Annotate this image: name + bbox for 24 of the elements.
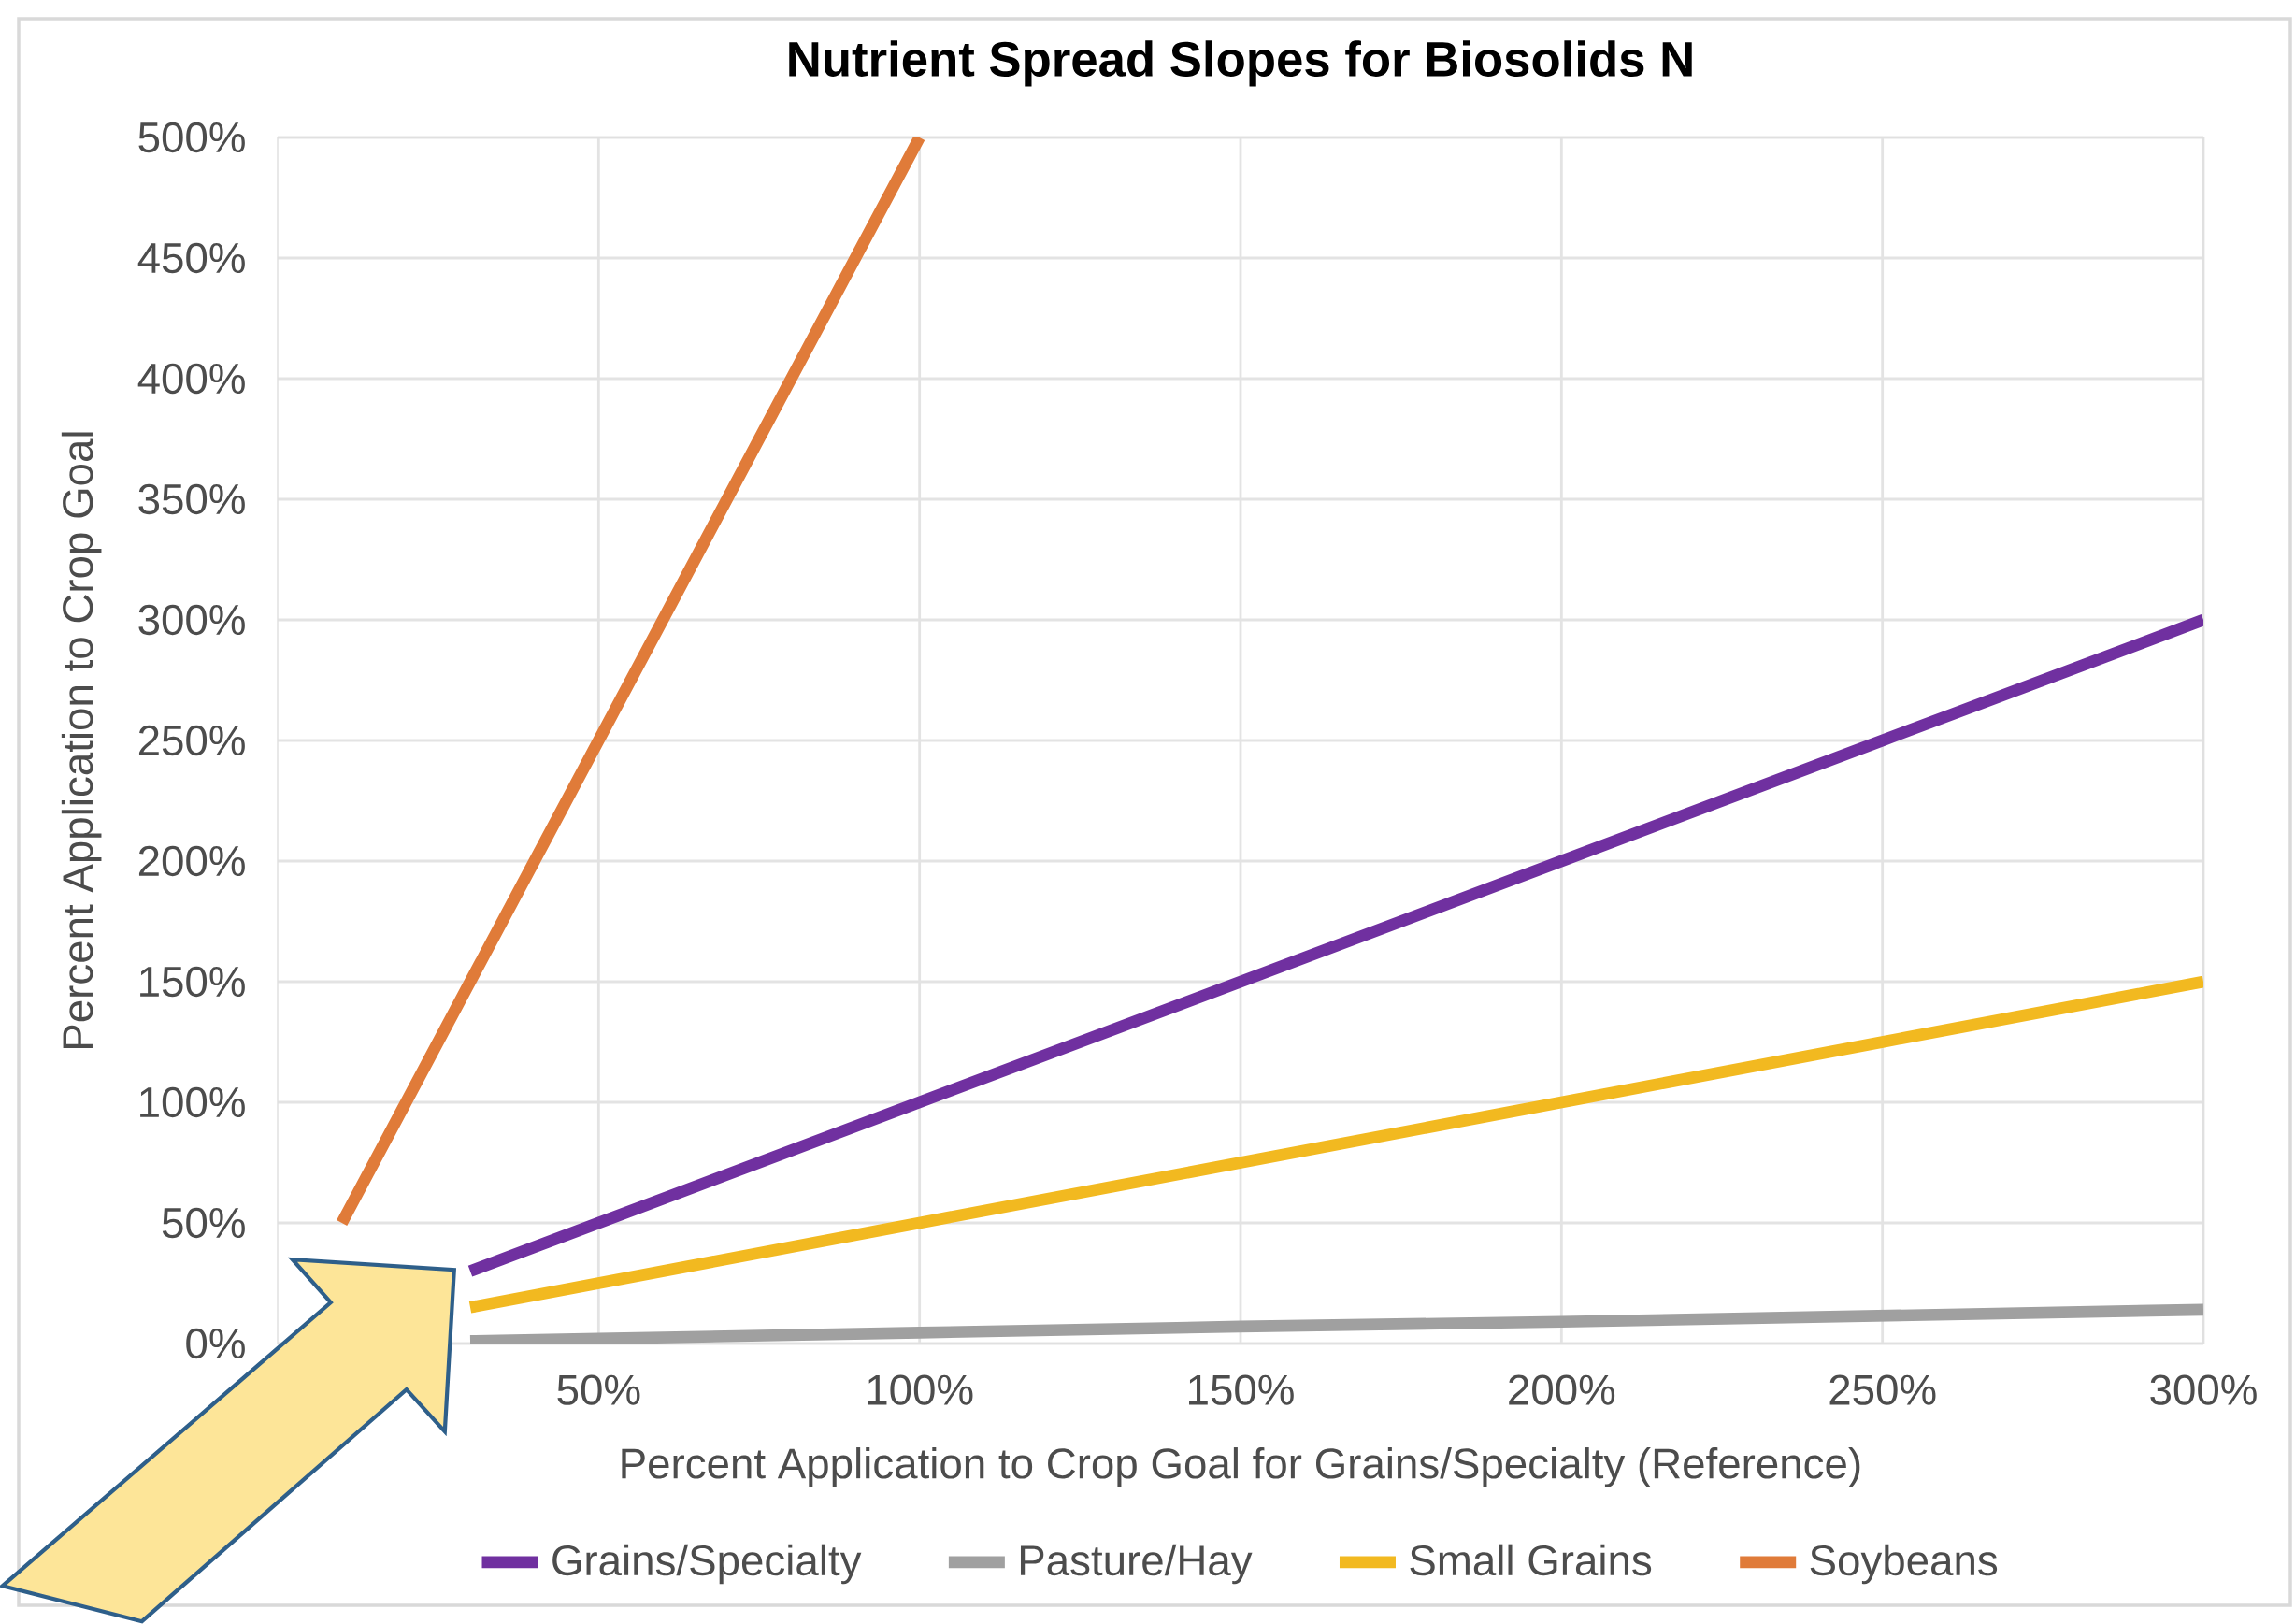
y-tick-label: 500% bbox=[138, 122, 245, 153]
legend-label: Soybeans bbox=[1810, 1544, 1998, 1585]
x-axis-title: Percent Application to Crop Goal for Grains/Specialty (Reference) bbox=[622, 1447, 1860, 1487]
y-tick-label: 150% bbox=[140, 966, 245, 998]
y-tick-label: 300% bbox=[138, 604, 245, 636]
x-tick-label: 250% bbox=[1829, 1374, 1936, 1405]
y-tick-label: 350% bbox=[138, 483, 245, 515]
y-tick-label: 0% bbox=[186, 1328, 245, 1359]
x-tick-label: 200% bbox=[1509, 1374, 1615, 1405]
y-tick-label: 50% bbox=[162, 1207, 245, 1239]
x-tick-label: 50% bbox=[557, 1374, 640, 1405]
x-tick-label: 100% bbox=[868, 1374, 973, 1405]
chart-title: Nutrient Spread Slopes for Biosolids N bbox=[789, 40, 1692, 87]
legend-label: Grains/Specialty bbox=[552, 1544, 862, 1585]
legend-label: Small Grains bbox=[1410, 1544, 1652, 1576]
y-axis-title: Percent Application to Crop Goal bbox=[61, 432, 102, 1048]
y-tick-label: 100% bbox=[140, 1086, 245, 1118]
x-tick-label: 150% bbox=[1189, 1374, 1294, 1405]
y-tick-label: 400% bbox=[137, 363, 245, 395]
x-tick-label: 300% bbox=[2150, 1374, 2257, 1405]
y-tick-label: 250% bbox=[138, 725, 245, 756]
legend-label: Pasture/Hay bbox=[1020, 1544, 1253, 1585]
y-tick-label: 450% bbox=[137, 242, 245, 274]
y-tick-label: 200% bbox=[138, 845, 245, 877]
